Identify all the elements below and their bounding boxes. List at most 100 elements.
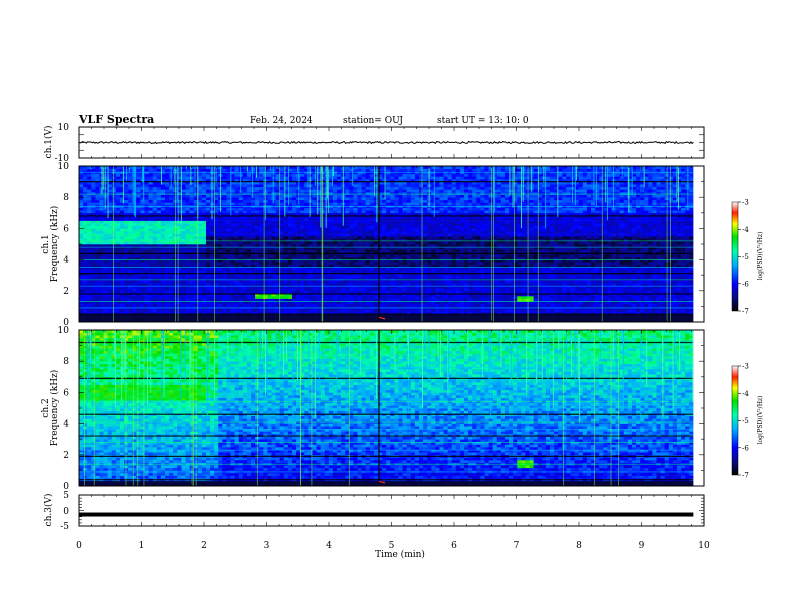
- heatmap-cell: [120, 260, 124, 263]
- heatmap-cell: [112, 192, 116, 195]
- heatmap-cell: [95, 241, 99, 244]
- heatmap-cell: [403, 231, 407, 234]
- heatmap-cell: [407, 223, 411, 226]
- heatmap-cell: [398, 192, 402, 195]
- heatmap-cell: [366, 192, 370, 195]
- heatmap-cell: [145, 189, 149, 192]
- heatmap-cell: [108, 270, 112, 273]
- heatmap-cell: [235, 189, 239, 192]
- heatmap-cell: [120, 249, 124, 252]
- heatmap-cell: [345, 267, 349, 270]
- heatmap-cell: [386, 195, 390, 198]
- heatmap-cell: [308, 184, 312, 187]
- heatmap-cell: [112, 226, 116, 229]
- heatmap-cell: [349, 280, 353, 283]
- heatmap-cell: [124, 288, 128, 291]
- heatmap-cell: [374, 218, 378, 221]
- heatmap-cell: [366, 270, 370, 273]
- heatmap-cell: [329, 213, 333, 216]
- heatmap-cell: [214, 208, 218, 211]
- heatmap-cell: [394, 278, 398, 281]
- heatmap-cell: [349, 260, 353, 263]
- heatmap-cell: [243, 223, 247, 226]
- heatmap-cell: [317, 195, 321, 198]
- heatmap-cell: [161, 184, 165, 187]
- heatmap-cell: [366, 304, 370, 307]
- heatmap-cell: [312, 270, 316, 273]
- heatmap-cell: [206, 291, 210, 294]
- heatmap-cell: [362, 236, 366, 239]
- heatmap-cell: [345, 291, 349, 294]
- heatmap-cell: [259, 223, 263, 226]
- heatmap-cell: [292, 174, 296, 177]
- heatmap-cell: [140, 197, 144, 200]
- heatmap-cell: [206, 221, 210, 224]
- heatmap-cell: [370, 254, 374, 257]
- heatmap-cell: [239, 236, 243, 239]
- heatmap-cell: [79, 228, 83, 231]
- heatmap-cell: [280, 195, 284, 198]
- heatmap-cell: [112, 234, 116, 237]
- heatmap-cell: [337, 304, 341, 307]
- heatmap-cell: [366, 174, 370, 177]
- heatmap-cell: [333, 270, 337, 273]
- heatmap-cell: [374, 278, 378, 281]
- heatmap-cell: [132, 241, 136, 244]
- heatmap-cell: [341, 244, 345, 247]
- heatmap-cell: [231, 299, 235, 302]
- heatmap-cell: [251, 249, 255, 252]
- heatmap-cell: [272, 171, 276, 174]
- heatmap-cell: [132, 226, 136, 229]
- heatmap-cell: [165, 267, 169, 270]
- heatmap-cell: [87, 228, 91, 231]
- heatmap-cell: [124, 283, 128, 286]
- heatmap-cell: [157, 197, 161, 200]
- heatmap-cell: [386, 296, 390, 299]
- heatmap-cell: [251, 278, 255, 281]
- heatmap-cell: [382, 270, 386, 273]
- heatmap-cell: [308, 200, 312, 203]
- heatmap-cell: [366, 317, 370, 320]
- heatmap-cell: [251, 189, 255, 192]
- heatmap-cell: [149, 239, 153, 242]
- heatmap-cell: [272, 260, 276, 263]
- heatmap-cell: [104, 234, 108, 237]
- heatmap-cell: [407, 317, 411, 320]
- heatmap-cell: [91, 288, 95, 291]
- heatmap-cell: [300, 169, 304, 172]
- heatmap-cell: [366, 309, 370, 312]
- heatmap-cell: [243, 283, 247, 286]
- heatmap-cell: [157, 317, 161, 320]
- heatmap-cell: [157, 171, 161, 174]
- heatmap-cell: [116, 234, 120, 237]
- heatmap-cell: [153, 309, 157, 312]
- heatmap-cell: [312, 280, 316, 283]
- heatmap-cell: [362, 208, 366, 211]
- heatmap-cell: [259, 239, 263, 242]
- heatmap-cell: [390, 270, 394, 273]
- heatmap-cell: [235, 299, 239, 302]
- heatmap-cell: [329, 254, 333, 257]
- heatmap-cell: [394, 189, 398, 192]
- heatmap-cell: [112, 280, 116, 283]
- heatmap-cell: [136, 221, 140, 224]
- heatmap-cell: [104, 262, 108, 265]
- heatmap-cell: [239, 260, 243, 263]
- heatmap-cell: [292, 280, 296, 283]
- heatmap-cell: [210, 239, 214, 242]
- heatmap-cell: [231, 226, 235, 229]
- heatmap-cell: [276, 184, 280, 187]
- heatmap-cell: [185, 231, 189, 234]
- heatmap-cell: [157, 189, 161, 192]
- heatmap-cell: [202, 192, 206, 195]
- heatmap-cell: [374, 221, 378, 224]
- heatmap-cell: [312, 195, 316, 198]
- heatmap-cell: [255, 291, 259, 294]
- heatmap-cell: [149, 202, 153, 205]
- heatmap-cell: [222, 299, 226, 302]
- heatmap-cell: [370, 304, 374, 307]
- heatmap-cell: [132, 291, 136, 294]
- heatmap-cell: [136, 218, 140, 221]
- heatmap-cell: [276, 249, 280, 252]
- heatmap-cell: [194, 254, 198, 257]
